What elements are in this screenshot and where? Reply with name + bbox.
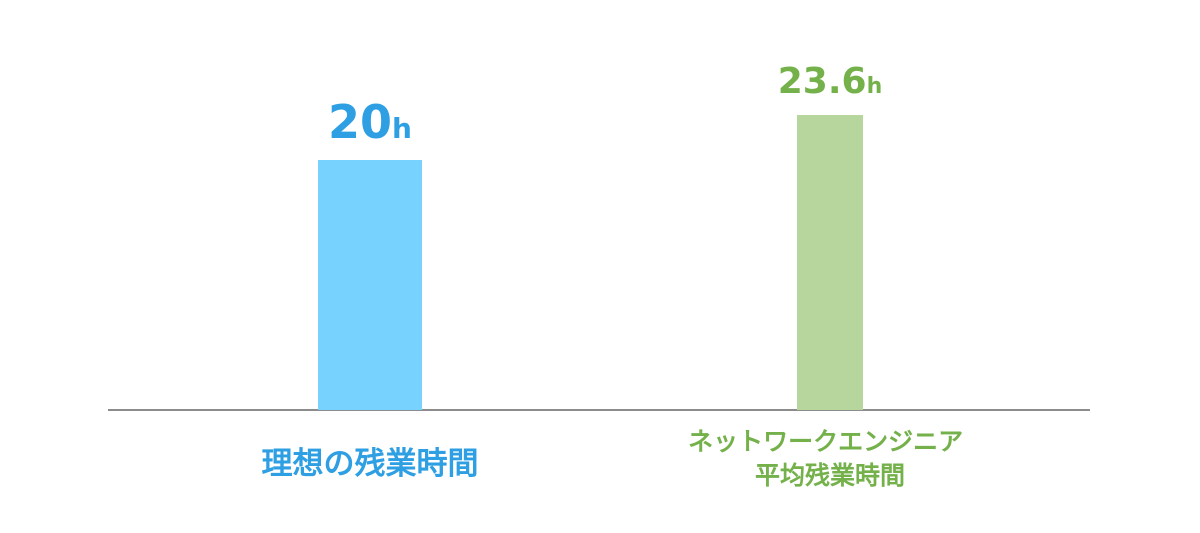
value-label: 23.6h <box>778 61 883 102</box>
category-label: ネットワークエンジニア 平均残業時間 <box>688 427 972 490</box>
category-label: 理想の残業時間 <box>262 446 479 482</box>
value-label: 20h <box>328 95 412 149</box>
bar <box>318 160 422 410</box>
bar <box>797 115 863 410</box>
